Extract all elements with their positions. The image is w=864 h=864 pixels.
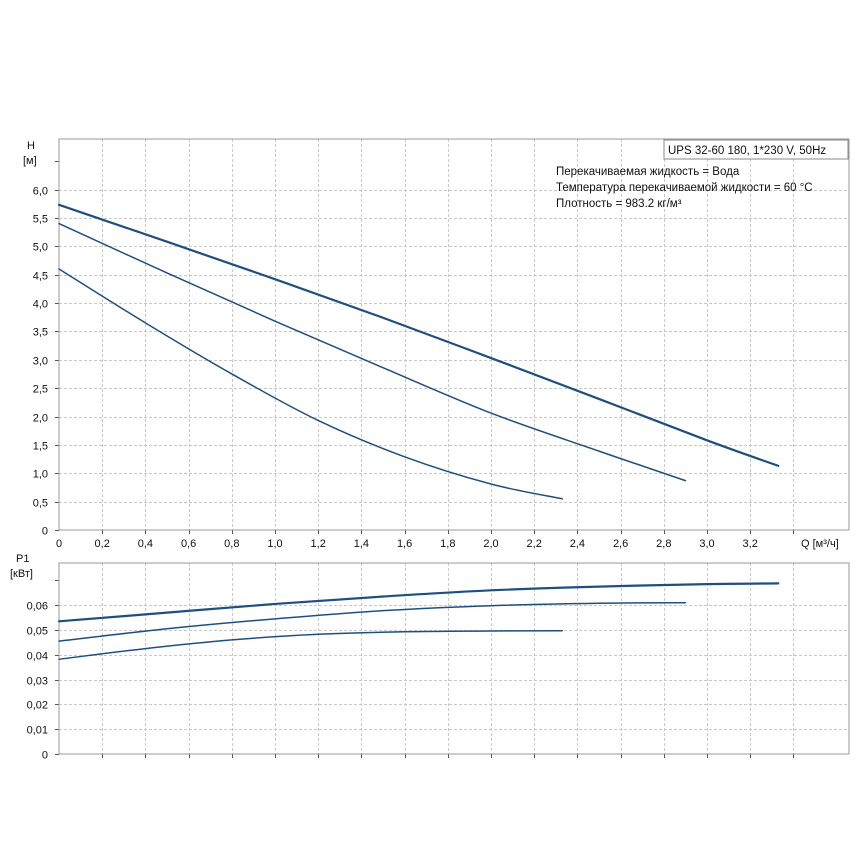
x-tick-label: 0 (56, 538, 62, 550)
power-curve-2 (58, 601, 687, 642)
x-tick-label: 1,8 (440, 538, 455, 550)
x-tick-label: 0,2 (95, 538, 110, 550)
info-liquid: Перекачиваемая жидкость = Вода (556, 166, 740, 178)
head-y-tick-label: 3,5 (33, 327, 48, 339)
power-y-tick-label: 0,04 (27, 651, 48, 663)
power-y-tick-labels: 0 0,01 0,02 0,03 0,04 0,05 0,06 (27, 601, 48, 762)
pump-model-box (663, 139, 849, 160)
head-curve-1 (57, 203, 780, 467)
power-y-tick-label: 0,06 (27, 601, 48, 613)
x-tick-label: 2,4 (570, 538, 585, 550)
pump-model-title: UPS 32-60 180, 1*230 V, 50Hz (668, 145, 826, 157)
head-y-tick-label: 4,5 (33, 271, 48, 283)
x-tick-label: 3,2 (743, 538, 758, 550)
head-y-tick-label: 0 (42, 526, 48, 538)
flow-axis-label: Q [м³/ч] (801, 538, 839, 550)
x-tick-label: 0,6 (181, 538, 196, 550)
x-tick-label: 0,4 (138, 538, 153, 550)
power-curves (57, 582, 780, 661)
x-tick-label: 2,2 (527, 538, 542, 550)
x-tick-label: 2,6 (613, 538, 628, 550)
head-y-tick-label: 3,0 (33, 356, 48, 368)
x-tick-label: 2,8 (656, 538, 671, 550)
power-y-tick-label: 0,03 (27, 676, 48, 688)
head-y-tick-label: 1,0 (33, 469, 48, 481)
x-tick-label: 2,0 (483, 538, 498, 550)
head-curve-3 (58, 268, 564, 500)
head-y-tick-label: 2,0 (33, 413, 48, 425)
power-y-tick-label: 0,05 (27, 626, 48, 638)
info-temperature: Температура перекачиваемой жидкости = 60… (556, 182, 813, 194)
head-y-tick-label: 5,5 (33, 214, 48, 226)
x-tick-label: 1,6 (397, 538, 412, 550)
head-y-tick-label: 2,5 (33, 384, 48, 396)
x-tick-label: 1,2 (311, 538, 326, 550)
power-plot-frame (58, 562, 850, 755)
head-x-tick-labels: 0 0,2 0,4 0,6 0,8 1,0 1,2 1,4 1,6 1,8 2,0 2,2 2,4 2,6… (56, 538, 758, 550)
power-y-tick-label: 0,01 (27, 725, 48, 737)
head-plot-frame (58, 138, 850, 531)
head-curves (57, 203, 780, 500)
power-curve-1 (57, 582, 780, 623)
power-axis-unit: [кВт] (10, 568, 33, 580)
head-curve-2 (58, 222, 687, 482)
head-y-tick-label: 4,0 (33, 299, 48, 311)
head-axis-symbol: H (27, 140, 35, 152)
head-y-tick-label: 1,5 (33, 441, 48, 453)
head-y-tick-label: 0,5 (33, 498, 48, 510)
power-y-tick-label: 0 (42, 750, 48, 762)
x-tick-label: 1,4 (354, 538, 369, 550)
head-y-tick-label: 5,0 (33, 242, 48, 254)
power-curve-3 (58, 629, 564, 661)
head-axis-unit: [м] (23, 155, 37, 167)
info-density: Плотность = 983.2 кг/м³ (556, 198, 682, 210)
power-y-tick-label: 0,02 (27, 700, 48, 712)
head-grid (55, 139, 849, 534)
power-axis-symbol: P1 (16, 553, 29, 565)
x-tick-label: 3,0 (699, 538, 714, 550)
x-tick-label: 0,8 (224, 538, 239, 550)
power-chart-panel: 0 0,01 0,02 0,03 0,04 0,05 0,06 P1 [кВт] (10, 553, 850, 762)
head-y-tick-label: 6,0 (33, 186, 48, 198)
x-tick-label: 1,0 (267, 538, 282, 550)
head-y-tick-labels: 0 0,5 1,0 1,5 2,0 2,5 3,0 3,5 4,0 4,5 5,0 5,5 6,0 (33, 186, 48, 538)
